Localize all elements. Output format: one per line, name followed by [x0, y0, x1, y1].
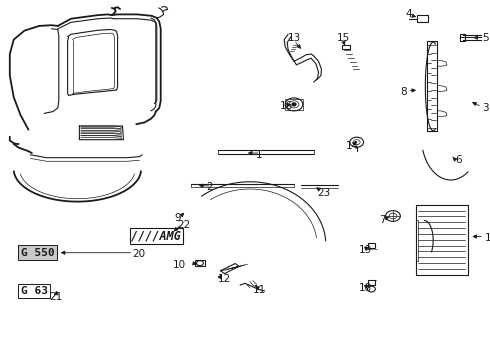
Text: 20: 20	[132, 249, 146, 259]
Text: 23: 23	[317, 188, 330, 198]
Text: 2: 2	[206, 182, 213, 192]
Text: 10: 10	[173, 260, 186, 270]
Bar	[368, 243, 375, 248]
Text: 12: 12	[218, 274, 231, 284]
Text: 9: 9	[174, 213, 181, 223]
Text: 13: 13	[287, 33, 301, 43]
Bar	[368, 280, 375, 285]
Text: 15: 15	[336, 33, 350, 43]
Text: 6: 6	[456, 155, 463, 165]
Text: 11: 11	[253, 285, 267, 295]
Text: G 550: G 550	[21, 248, 54, 258]
Text: ////AMG: ////AMG	[131, 229, 181, 242]
Text: 16: 16	[280, 101, 294, 111]
Circle shape	[292, 103, 296, 106]
Bar	[342, 45, 350, 49]
Text: 14: 14	[346, 141, 360, 151]
Text: 1: 1	[255, 150, 262, 160]
Bar	[417, 15, 428, 22]
Text: 3: 3	[483, 103, 490, 113]
Bar	[195, 260, 205, 266]
Text: 19: 19	[358, 245, 372, 255]
Text: 18: 18	[358, 283, 372, 293]
Text: 8: 8	[400, 87, 407, 97]
Text: 7: 7	[379, 215, 386, 225]
Text: 4: 4	[405, 9, 412, 19]
Text: 21: 21	[49, 292, 63, 302]
Text: 5: 5	[483, 33, 490, 43]
Text: 22: 22	[177, 220, 191, 230]
Bar	[285, 99, 303, 110]
Text: 17: 17	[485, 233, 490, 243]
Text: G 63: G 63	[21, 286, 48, 296]
Bar	[460, 34, 465, 41]
